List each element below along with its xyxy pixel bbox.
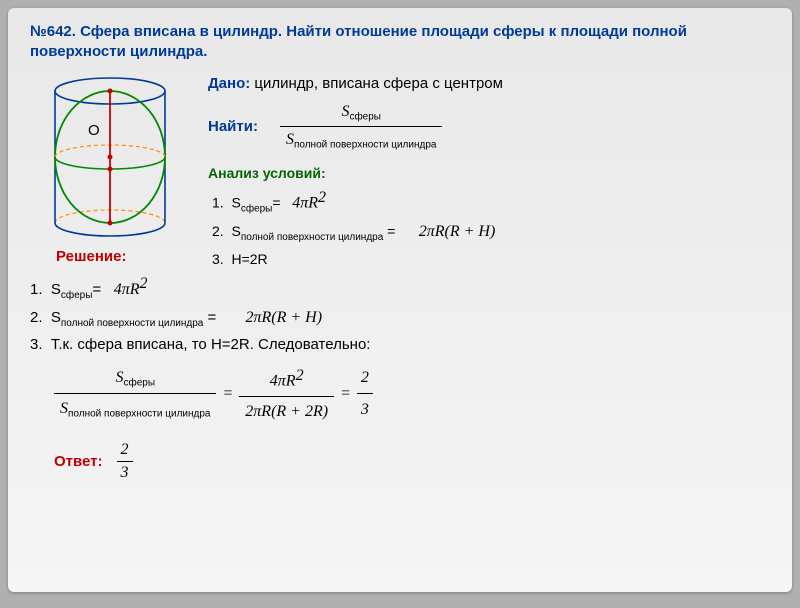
analysis-label: Анализ условий: (208, 163, 770, 183)
solution-body: 1. Sсферы= 4πR2 2. Sполной поверхности ц… (30, 270, 770, 425)
given-line: Дано: цилиндр, вписана сфера с центром (208, 73, 770, 95)
sol-step-1: 1. Sсферы= 4πR2 (30, 270, 770, 304)
find-fraction: Sсферы Sполной поверхности цилиндра (280, 100, 442, 153)
given-label: Дано: (208, 75, 250, 92)
s2-s: полной поверхности цилиндра (61, 318, 203, 329)
find-label: Найти: (208, 116, 258, 138)
analysis-item-1: 1. Sсферы= 4πR2 (212, 184, 770, 218)
final-lhs: Sсферы Sполной поверхности цилиндра (54, 364, 216, 422)
fl-ns: сферы (123, 378, 155, 389)
a1-l: S (231, 194, 240, 210)
s3-n: 3. (30, 336, 43, 353)
final-mid: 4πR2 2πR(R + 2R) (239, 362, 334, 425)
find-line: Найти: Sсферы Sполной поверхности цилинд… (208, 100, 770, 153)
given-text: цилиндр, вписана сфера с центром (250, 75, 503, 92)
s1-sup: 2 (140, 275, 148, 292)
a1-ls: сферы (241, 203, 273, 214)
a1-r: 4πR (292, 194, 318, 211)
analysis-item-3: 3. H=2R (212, 247, 770, 272)
fm-d: 2πR(R + 2R) (245, 403, 328, 420)
s1-r: 4πR (114, 281, 140, 298)
a2-eq: = (383, 223, 395, 239)
diagram: О (30, 73, 190, 248)
s1-n: 1. (30, 281, 43, 298)
answer-line: Ответ: 23 (54, 439, 770, 484)
analysis-block: Анализ условий: 1. Sсферы= 4πR2 2. Sполн… (208, 163, 770, 272)
answer-label: Ответ: (54, 453, 103, 470)
fm-n: 4πR (270, 372, 296, 389)
final-equation: Sсферы Sполной поверхности цилиндра = 4π… (54, 362, 770, 425)
sol-step-2: 2. Sполной поверхности цилиндра = 2πR(R … (30, 304, 770, 332)
a1-eq: = (272, 194, 280, 210)
s2-v: S (51, 309, 61, 326)
a2-l: S (231, 223, 240, 239)
final-rhs: 23 (357, 362, 373, 425)
answer-value: 23 (117, 439, 133, 484)
find-den-sub: полной поверхности цилиндра (294, 140, 436, 151)
fm-ns: 2 (296, 367, 304, 384)
fl-ds: полной поверхности цилиндра (68, 408, 210, 419)
cylinder-sphere-svg: О (30, 73, 190, 248)
a1-n: 1. (212, 194, 224, 210)
solution-label: Решение: (56, 248, 126, 265)
top-row: О Дано: цилиндр, вписана сфера с центром… (30, 73, 770, 273)
s2-r: 2πR(R + H) (245, 309, 322, 326)
a1-sup: 2 (318, 189, 326, 206)
label-O: О (88, 122, 100, 139)
analysis-item-2: 2. Sполной поверхности цилиндра = 2πR(R … (212, 218, 770, 247)
eq2: = (340, 380, 351, 407)
sol-step-3: 3. Т.к. сфера вписана, то H=2R. Следоват… (30, 332, 770, 358)
eq1: = (222, 380, 233, 407)
s3-t: Т.к. сфера вписана, то H=2R. Следователь… (51, 336, 371, 353)
find-num-sub: сферы (349, 112, 381, 123)
a2-r: 2πR(R + H) (419, 223, 496, 240)
s1-v: S (51, 281, 61, 298)
s2-e: = (203, 309, 216, 326)
a3-n: 3. (212, 251, 224, 267)
slide: №642. Сфера вписана в цилиндр. Найти отн… (8, 8, 792, 592)
fl-dv: S (60, 400, 68, 417)
s1-e: = (92, 281, 101, 298)
problem-title: №642. Сфера вписана в цилиндр. Найти отн… (30, 22, 770, 63)
a2-ls: полной поверхности цилиндра (241, 232, 383, 243)
a2-n: 2. (212, 223, 224, 239)
a3-eq: H=2R (231, 251, 267, 267)
find-den-var: S (286, 131, 294, 148)
given-block: Дано: цилиндр, вписана сфера с центром Н… (208, 73, 770, 273)
s2-n: 2. (30, 309, 43, 326)
s1-s: сферы (61, 290, 93, 301)
